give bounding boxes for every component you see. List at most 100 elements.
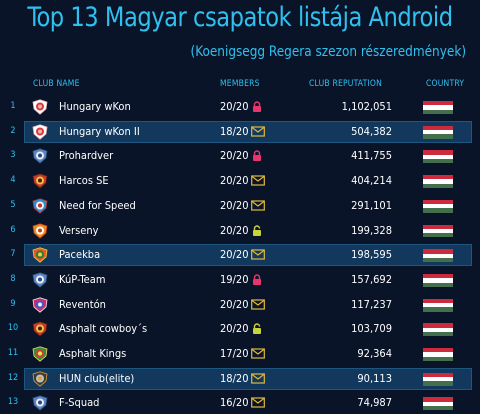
club-logo-dark-icon xyxy=(32,371,48,387)
club-rank: 6 xyxy=(10,224,16,235)
lock-icon xyxy=(251,150,264,162)
club-members: 18/20 xyxy=(220,371,249,385)
club-logo-crown-icon xyxy=(32,346,48,362)
hungary-flag-icon xyxy=(423,101,453,114)
club-name[interactable]: Harcos SE xyxy=(59,174,109,188)
page-title: Top 13 Magyar csapatok listája Android xyxy=(27,2,453,33)
header-members: MEMBERS xyxy=(220,79,260,89)
envelope-icon xyxy=(251,200,265,212)
club-members: 20/20 xyxy=(220,248,249,262)
club-row[interactable]: 4 Harcos SE 20/20 404,214 xyxy=(0,170,480,192)
club-row[interactable]: 12 HUN club(elite) 18/20 90,113 xyxy=(0,367,480,390)
club-row[interactable]: 13 F-Squad 16/20 74,987 xyxy=(0,392,480,414)
club-rank: 8 xyxy=(10,273,16,284)
lock-icon xyxy=(251,274,264,286)
club-members: 18/20 xyxy=(220,124,249,138)
header-reputation: CLUB REPUTATION xyxy=(309,79,383,89)
table-header: CLUB NAME MEMBERS CLUB REPUTATION COUNTR… xyxy=(0,79,480,91)
club-rank: 5 xyxy=(10,199,16,210)
club-reputation: 198,595 xyxy=(351,248,392,262)
club-row[interactable]: 5 Need for Speed 20/20 291,101 xyxy=(0,195,480,217)
club-rank: 9 xyxy=(10,298,16,309)
club-logo-skull-icon xyxy=(32,321,48,338)
club-logo-wolf-icon xyxy=(32,395,48,412)
club-rank: 3 xyxy=(10,150,16,161)
club-row[interactable]: 9 Reventón 20/20 117,237 xyxy=(0,294,480,316)
hungary-flag-icon xyxy=(423,298,453,312)
lock-open-icon xyxy=(251,224,264,237)
club-name[interactable]: Need for Speed xyxy=(59,198,136,212)
club-members: 20/20 xyxy=(220,174,249,188)
envelope-icon xyxy=(251,175,265,187)
hungary-flag-icon xyxy=(423,125,453,139)
hungary-flag-icon xyxy=(423,199,453,213)
club-reputation: 504,382 xyxy=(351,124,392,138)
club-name[interactable]: Asphalt cowboy´s xyxy=(59,322,148,336)
hungary-flag-icon xyxy=(423,273,453,287)
row-background xyxy=(24,120,472,143)
club-reputation: 199,328 xyxy=(351,223,392,237)
club-rank: 1 xyxy=(10,101,16,111)
club-name[interactable]: Reventón xyxy=(59,297,106,311)
hungary-flag-icon xyxy=(423,348,453,361)
club-members: 20/20 xyxy=(220,149,249,163)
envelope-icon xyxy=(251,373,265,385)
club-reputation: 117,237 xyxy=(351,297,392,311)
club-name[interactable]: Hungary wKon xyxy=(59,100,131,113)
club-members: 19/20 xyxy=(220,272,249,286)
envelope-icon xyxy=(251,126,265,138)
club-logo-skull-icon xyxy=(32,173,48,189)
club-name[interactable]: Prohardver xyxy=(59,149,114,163)
envelope-icon xyxy=(251,249,265,261)
club-reputation: 157,692 xyxy=(351,272,392,286)
club-name[interactable]: KúP-Team xyxy=(59,272,106,286)
club-logo-red-icon xyxy=(32,99,48,115)
club-name[interactable]: Hungary wKon II xyxy=(59,124,140,138)
club-logo-fire-icon xyxy=(32,247,48,263)
page-subtitle: (Koenigsegg Regera szezon részeredmények… xyxy=(190,44,466,60)
club-logo-speed-icon xyxy=(32,296,48,313)
club-reputation: 404,214 xyxy=(351,174,392,188)
hungary-flag-icon xyxy=(423,397,453,411)
club-name[interactable]: Pacekba xyxy=(59,248,101,262)
club-row[interactable]: 6 Verseny 20/20 199,328 xyxy=(0,220,480,242)
club-logo-flag-icon xyxy=(32,222,48,239)
club-row[interactable]: 3 Prohardver 20/20 411,755 xyxy=(0,145,480,167)
hungary-flag-icon xyxy=(423,175,453,189)
club-members: 17/20 xyxy=(220,347,249,360)
envelope-icon xyxy=(251,348,265,360)
club-rank: 4 xyxy=(10,175,16,186)
envelope-icon xyxy=(251,298,265,311)
club-reputation: 103,709 xyxy=(351,322,392,336)
club-row[interactable]: 10 Asphalt cowboy´s 20/20 103,709 xyxy=(0,318,480,340)
club-members: 20/20 xyxy=(220,297,249,311)
club-logo-shield-icon xyxy=(32,198,48,214)
club-reputation: 411,755 xyxy=(351,149,392,163)
club-members: 20/20 xyxy=(220,223,249,237)
club-reputation: 1,102,051 xyxy=(341,100,392,113)
club-row[interactable]: 2 Hungary wKon II 18/20 504,382 xyxy=(0,120,480,143)
club-members: 20/20 xyxy=(220,322,249,336)
club-logo-wolf-icon xyxy=(32,272,48,288)
club-rank: 11 xyxy=(7,348,19,358)
hungary-flag-icon xyxy=(423,150,453,164)
club-rank: 12 xyxy=(7,372,19,383)
row-background xyxy=(24,244,472,267)
club-rank: 13 xyxy=(7,397,19,408)
club-row[interactable]: 11 Asphalt Kings 17/20 92,364 xyxy=(0,343,480,365)
row-background xyxy=(24,367,472,390)
club-row[interactable]: 7 Pacekba 20/20 198,595 xyxy=(0,244,480,267)
hungary-flag-icon xyxy=(423,323,453,337)
hungary-flag-icon xyxy=(423,372,453,386)
club-row[interactable]: 8 KúP-Team 19/20 157,692 xyxy=(0,269,480,291)
club-row[interactable]: 1 Hungary wKon 20/20 1,102,051 xyxy=(0,96,480,118)
club-name[interactable]: Asphalt Kings xyxy=(59,347,127,360)
club-name[interactable]: HUN club(elite) xyxy=(59,371,135,385)
club-reputation: 92,364 xyxy=(357,347,392,360)
lock-icon xyxy=(251,101,264,113)
club-logo-red-icon xyxy=(32,124,48,140)
envelope-icon xyxy=(251,397,265,409)
club-reputation: 291,101 xyxy=(351,198,392,212)
header-club-name: CLUB NAME xyxy=(33,79,80,89)
club-name[interactable]: Verseny xyxy=(59,223,99,237)
